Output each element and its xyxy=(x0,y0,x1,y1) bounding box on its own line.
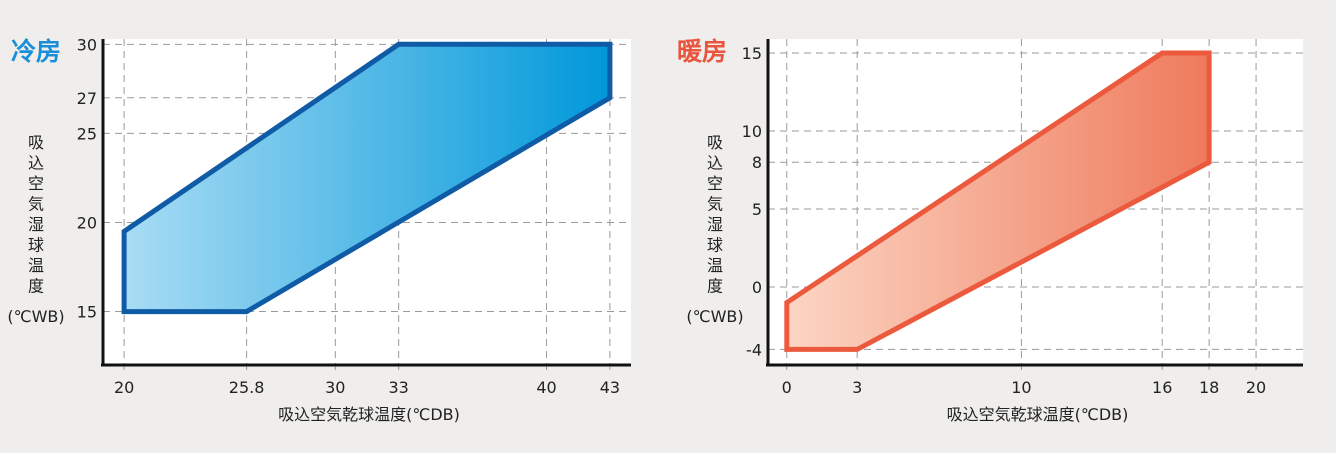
y-axis-title-char: 気 xyxy=(28,195,44,214)
x-tick-label: 20 xyxy=(1246,378,1266,397)
y-axis-title-char: 温 xyxy=(707,256,723,275)
y-tick-label: 15 xyxy=(742,44,762,63)
x-tick-label: 33 xyxy=(389,378,409,397)
y-axis-unit: (℃WB) xyxy=(686,307,743,326)
y-axis-title-char: 気 xyxy=(707,195,723,214)
y-tick-label: 5 xyxy=(752,200,762,219)
panel-title: 暖房 xyxy=(677,37,727,66)
y-axis-title-char: 空 xyxy=(707,174,723,193)
y-axis-title-char: 温 xyxy=(28,256,44,275)
y-tick-label: 15 xyxy=(77,303,97,322)
y-tick-label: -4 xyxy=(746,340,762,359)
y-tick-label: 25 xyxy=(77,124,97,143)
x-tick-label: 40 xyxy=(536,378,556,397)
x-tick-label: 0 xyxy=(782,378,792,397)
operating-range-region xyxy=(784,50,1212,352)
y-axis-title-char: 吸 xyxy=(707,133,723,152)
y-axis-title-char: 吸 xyxy=(28,133,44,152)
y-axis-title-char: 湿 xyxy=(28,215,44,234)
x-tick-label: 10 xyxy=(1011,378,1031,397)
y-axis-title-char: 度 xyxy=(707,277,723,296)
x-axis-title: 吸込空気乾球温度(℃DB) xyxy=(278,405,460,424)
y-axis-unit: (℃WB) xyxy=(7,307,64,326)
y-tick-label: 27 xyxy=(77,89,97,108)
x-tick-label: 3 xyxy=(852,378,862,397)
y-tick-label: 20 xyxy=(77,213,97,232)
x-tick-label: 30 xyxy=(325,378,345,397)
y-axis-title-char: 球 xyxy=(28,236,44,255)
x-axis-title: 吸込空気乾球温度(℃DB) xyxy=(947,405,1129,424)
y-axis-title-char: 込 xyxy=(28,154,44,173)
x-tick-label: 43 xyxy=(600,378,620,397)
panel-title: 冷房 xyxy=(11,37,61,66)
x-tick-label: 16 xyxy=(1152,378,1172,397)
y-axis-title-char: 湿 xyxy=(707,215,723,234)
y-axis-title-char: 球 xyxy=(707,236,723,255)
y-axis-title-char: 度 xyxy=(28,277,44,296)
x-tick-label: 18 xyxy=(1199,378,1219,397)
y-axis-title-char: 込 xyxy=(707,154,723,173)
y-tick-label: 0 xyxy=(752,278,762,297)
y-tick-label: 10 xyxy=(742,122,762,141)
y-axis-title-char: 空 xyxy=(28,174,44,193)
operating-range-region xyxy=(121,41,613,315)
y-tick-label: 30 xyxy=(77,35,97,54)
x-tick-label: 20 xyxy=(114,378,134,397)
y-tick-label: 8 xyxy=(752,153,762,172)
x-tick-label: 25.8 xyxy=(229,378,265,397)
